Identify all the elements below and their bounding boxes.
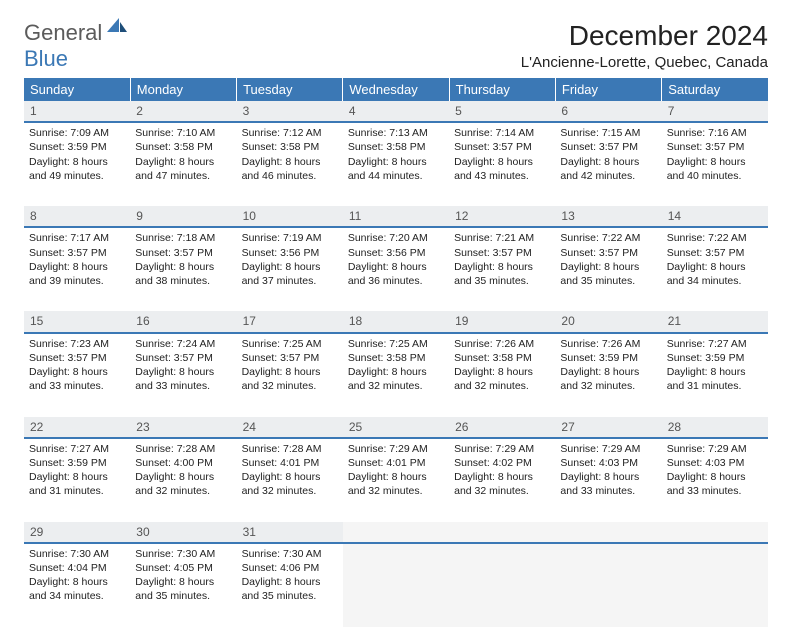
day-number-row: 891011121314 <box>24 206 768 227</box>
day-number-cell: 2 <box>130 101 236 122</box>
page-header: General Blue December 2024 L'Ancienne-Lo… <box>24 20 768 72</box>
day-number-cell: 18 <box>343 311 449 332</box>
day-number-cell: 31 <box>237 522 343 543</box>
day-number-cell: 20 <box>555 311 661 332</box>
day-content-cell <box>555 543 661 627</box>
day-content-cell: Sunrise: 7:26 AMSunset: 3:58 PMDaylight:… <box>449 333 555 417</box>
day-number-cell: 16 <box>130 311 236 332</box>
day-number-cell: 21 <box>662 311 768 332</box>
day-number-row: 293031 <box>24 522 768 543</box>
day-number-cell: 13 <box>555 206 661 227</box>
month-title: December 2024 <box>521 20 768 52</box>
day-number-cell: 12 <box>449 206 555 227</box>
day-content-row: Sunrise: 7:30 AMSunset: 4:04 PMDaylight:… <box>24 543 768 627</box>
day-content-cell: Sunrise: 7:27 AMSunset: 3:59 PMDaylight:… <box>662 333 768 417</box>
calendar-table: Sunday Monday Tuesday Wednesday Thursday… <box>24 78 768 627</box>
day-content-cell: Sunrise: 7:22 AMSunset: 3:57 PMDaylight:… <box>662 227 768 311</box>
day-number-cell: 3 <box>237 101 343 122</box>
weekday-monday: Monday <box>130 78 236 101</box>
day-number-cell: 11 <box>343 206 449 227</box>
day-content-cell: Sunrise: 7:30 AMSunset: 4:04 PMDaylight:… <box>24 543 130 627</box>
day-content-cell: Sunrise: 7:21 AMSunset: 3:57 PMDaylight:… <box>449 227 555 311</box>
location-text: L'Ancienne-Lorette, Quebec, Canada <box>521 54 768 71</box>
day-content-cell: Sunrise: 7:10 AMSunset: 3:58 PMDaylight:… <box>130 122 236 206</box>
brand-logo: General Blue <box>24 20 129 72</box>
day-number-cell: 22 <box>24 417 130 438</box>
weekday-sunday: Sunday <box>24 78 130 101</box>
day-content-cell <box>662 543 768 627</box>
title-block: December 2024 L'Ancienne-Lorette, Quebec… <box>521 20 768 71</box>
day-content-cell: Sunrise: 7:19 AMSunset: 3:56 PMDaylight:… <box>237 227 343 311</box>
weekday-wednesday: Wednesday <box>343 78 449 101</box>
day-content-row: Sunrise: 7:23 AMSunset: 3:57 PMDaylight:… <box>24 333 768 417</box>
day-content-cell: Sunrise: 7:20 AMSunset: 3:56 PMDaylight:… <box>343 227 449 311</box>
day-content-cell: Sunrise: 7:26 AMSunset: 3:59 PMDaylight:… <box>555 333 661 417</box>
day-number-cell: 17 <box>237 311 343 332</box>
day-content-cell: Sunrise: 7:13 AMSunset: 3:58 PMDaylight:… <box>343 122 449 206</box>
day-number-cell <box>449 522 555 543</box>
day-content-cell: Sunrise: 7:24 AMSunset: 3:57 PMDaylight:… <box>130 333 236 417</box>
day-number-cell: 23 <box>130 417 236 438</box>
day-content-row: Sunrise: 7:17 AMSunset: 3:57 PMDaylight:… <box>24 227 768 311</box>
day-number-cell <box>662 522 768 543</box>
day-content-cell: Sunrise: 7:25 AMSunset: 3:58 PMDaylight:… <box>343 333 449 417</box>
day-number-cell <box>343 522 449 543</box>
weekday-header-row: Sunday Monday Tuesday Wednesday Thursday… <box>24 78 768 101</box>
day-number-cell: 24 <box>237 417 343 438</box>
day-number-cell: 30 <box>130 522 236 543</box>
day-content-cell: Sunrise: 7:17 AMSunset: 3:57 PMDaylight:… <box>24 227 130 311</box>
weekday-thursday: Thursday <box>449 78 555 101</box>
logo-text-general: General <box>24 20 102 45</box>
day-content-cell: Sunrise: 7:30 AMSunset: 4:06 PMDaylight:… <box>237 543 343 627</box>
logo-sail-icon <box>105 16 129 34</box>
day-number-cell: 14 <box>662 206 768 227</box>
day-content-cell: Sunrise: 7:25 AMSunset: 3:57 PMDaylight:… <box>237 333 343 417</box>
day-number-cell: 7 <box>662 101 768 122</box>
day-number-cell: 10 <box>237 206 343 227</box>
day-content-cell: Sunrise: 7:22 AMSunset: 3:57 PMDaylight:… <box>555 227 661 311</box>
day-content-cell: Sunrise: 7:27 AMSunset: 3:59 PMDaylight:… <box>24 438 130 522</box>
day-content-cell: Sunrise: 7:18 AMSunset: 3:57 PMDaylight:… <box>130 227 236 311</box>
day-content-row: Sunrise: 7:09 AMSunset: 3:59 PMDaylight:… <box>24 122 768 206</box>
day-number-cell: 25 <box>343 417 449 438</box>
logo-text-blue: Blue <box>24 46 68 71</box>
day-number-cell: 6 <box>555 101 661 122</box>
day-number-row: 15161718192021 <box>24 311 768 332</box>
day-number-cell: 29 <box>24 522 130 543</box>
day-content-cell: Sunrise: 7:09 AMSunset: 3:59 PMDaylight:… <box>24 122 130 206</box>
day-content-cell: Sunrise: 7:30 AMSunset: 4:05 PMDaylight:… <box>130 543 236 627</box>
day-content-cell: Sunrise: 7:28 AMSunset: 4:00 PMDaylight:… <box>130 438 236 522</box>
day-number-cell: 4 <box>343 101 449 122</box>
day-number-cell: 27 <box>555 417 661 438</box>
day-number-cell: 28 <box>662 417 768 438</box>
day-content-cell: Sunrise: 7:29 AMSunset: 4:01 PMDaylight:… <box>343 438 449 522</box>
day-number-cell: 19 <box>449 311 555 332</box>
day-content-cell: Sunrise: 7:28 AMSunset: 4:01 PMDaylight:… <box>237 438 343 522</box>
day-number-row: 22232425262728 <box>24 417 768 438</box>
weekday-friday: Friday <box>555 78 661 101</box>
day-content-cell: Sunrise: 7:29 AMSunset: 4:02 PMDaylight:… <box>449 438 555 522</box>
weekday-tuesday: Tuesday <box>237 78 343 101</box>
day-content-cell: Sunrise: 7:14 AMSunset: 3:57 PMDaylight:… <box>449 122 555 206</box>
day-content-cell: Sunrise: 7:23 AMSunset: 3:57 PMDaylight:… <box>24 333 130 417</box>
day-content-cell: Sunrise: 7:29 AMSunset: 4:03 PMDaylight:… <box>555 438 661 522</box>
weekday-saturday: Saturday <box>662 78 768 101</box>
day-number-cell <box>555 522 661 543</box>
day-number-cell: 8 <box>24 206 130 227</box>
day-content-cell <box>343 543 449 627</box>
day-content-cell: Sunrise: 7:16 AMSunset: 3:57 PMDaylight:… <box>662 122 768 206</box>
day-number-cell: 26 <box>449 417 555 438</box>
day-content-cell: Sunrise: 7:15 AMSunset: 3:57 PMDaylight:… <box>555 122 661 206</box>
day-content-cell <box>449 543 555 627</box>
day-number-cell: 1 <box>24 101 130 122</box>
day-content-cell: Sunrise: 7:12 AMSunset: 3:58 PMDaylight:… <box>237 122 343 206</box>
day-number-cell: 5 <box>449 101 555 122</box>
day-content-row: Sunrise: 7:27 AMSunset: 3:59 PMDaylight:… <box>24 438 768 522</box>
day-number-cell: 15 <box>24 311 130 332</box>
day-content-cell: Sunrise: 7:29 AMSunset: 4:03 PMDaylight:… <box>662 438 768 522</box>
day-number-row: 1234567 <box>24 101 768 122</box>
day-number-cell: 9 <box>130 206 236 227</box>
